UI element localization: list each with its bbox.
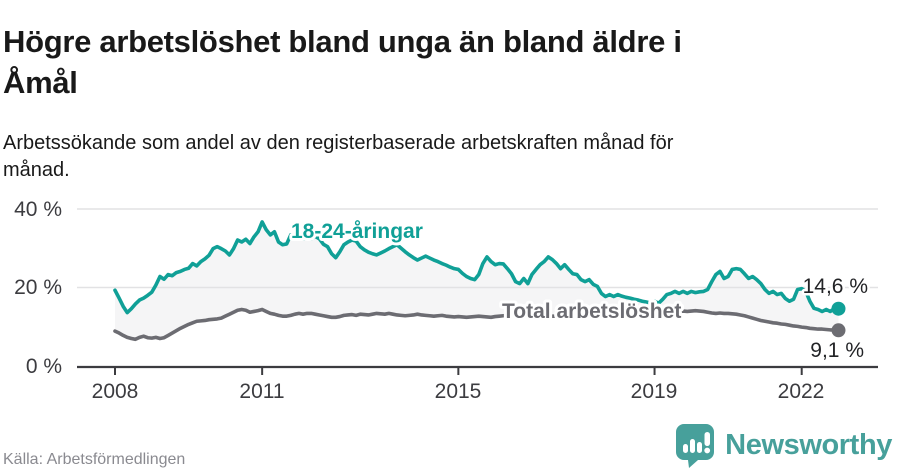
subtitle-line-2: månad. bbox=[3, 159, 70, 181]
chart-subtitle: Arbetssökande som andel av den registerb… bbox=[3, 130, 897, 184]
series-label-total: Total arbetslöshet bbox=[502, 300, 681, 323]
chart-generated bbox=[77, 208, 878, 375]
x-tick-label-2011: 2011 bbox=[239, 380, 284, 403]
title-line-1: Högre arbetslöshet bland unga än bland ä… bbox=[3, 23, 682, 59]
between-series-area bbox=[115, 221, 839, 340]
subtitle-line-1: Arbetssökande som andel av den registerb… bbox=[3, 132, 674, 154]
y-tick-label-20: 20 % bbox=[14, 276, 62, 299]
series-label-youth: 18-24-åringar bbox=[291, 220, 423, 243]
series-end-dot-total bbox=[831, 323, 846, 338]
x-tick-label-2022: 2022 bbox=[778, 380, 825, 403]
y-tick-label-40: 40 % bbox=[14, 198, 62, 221]
chart-canvas: 40 % 20 % 0 % 2008 2011 2015 2019 2022 1… bbox=[14, 198, 878, 403]
source-note: Källa: Arbetsförmedlingen bbox=[3, 451, 186, 468]
brand-logo: Newsworthy bbox=[675, 422, 892, 468]
series-line-youth bbox=[113, 220, 841, 315]
newsworthy-speech-bubble-icon bbox=[676, 423, 715, 468]
mini-bar-chart-icon bbox=[683, 431, 711, 453]
x-tick-label-2019: 2019 bbox=[631, 380, 678, 403]
series-end-dot-youth bbox=[831, 301, 846, 316]
x-tick-label-2008: 2008 bbox=[92, 380, 139, 403]
y-tick-label-0: 0 % bbox=[26, 355, 62, 378]
end-value-label-total: 9,1 % bbox=[810, 339, 864, 362]
page-title: Högre arbetslöshet bland unga än bland ä… bbox=[3, 21, 897, 103]
series-line-total bbox=[113, 307, 841, 342]
title-line-2: Åmål bbox=[3, 64, 78, 100]
x-tick-label-2015: 2015 bbox=[435, 380, 482, 403]
end-value-label-youth: 14,6 % bbox=[803, 275, 868, 298]
brand-wordmark: Newsworthy bbox=[725, 429, 892, 461]
